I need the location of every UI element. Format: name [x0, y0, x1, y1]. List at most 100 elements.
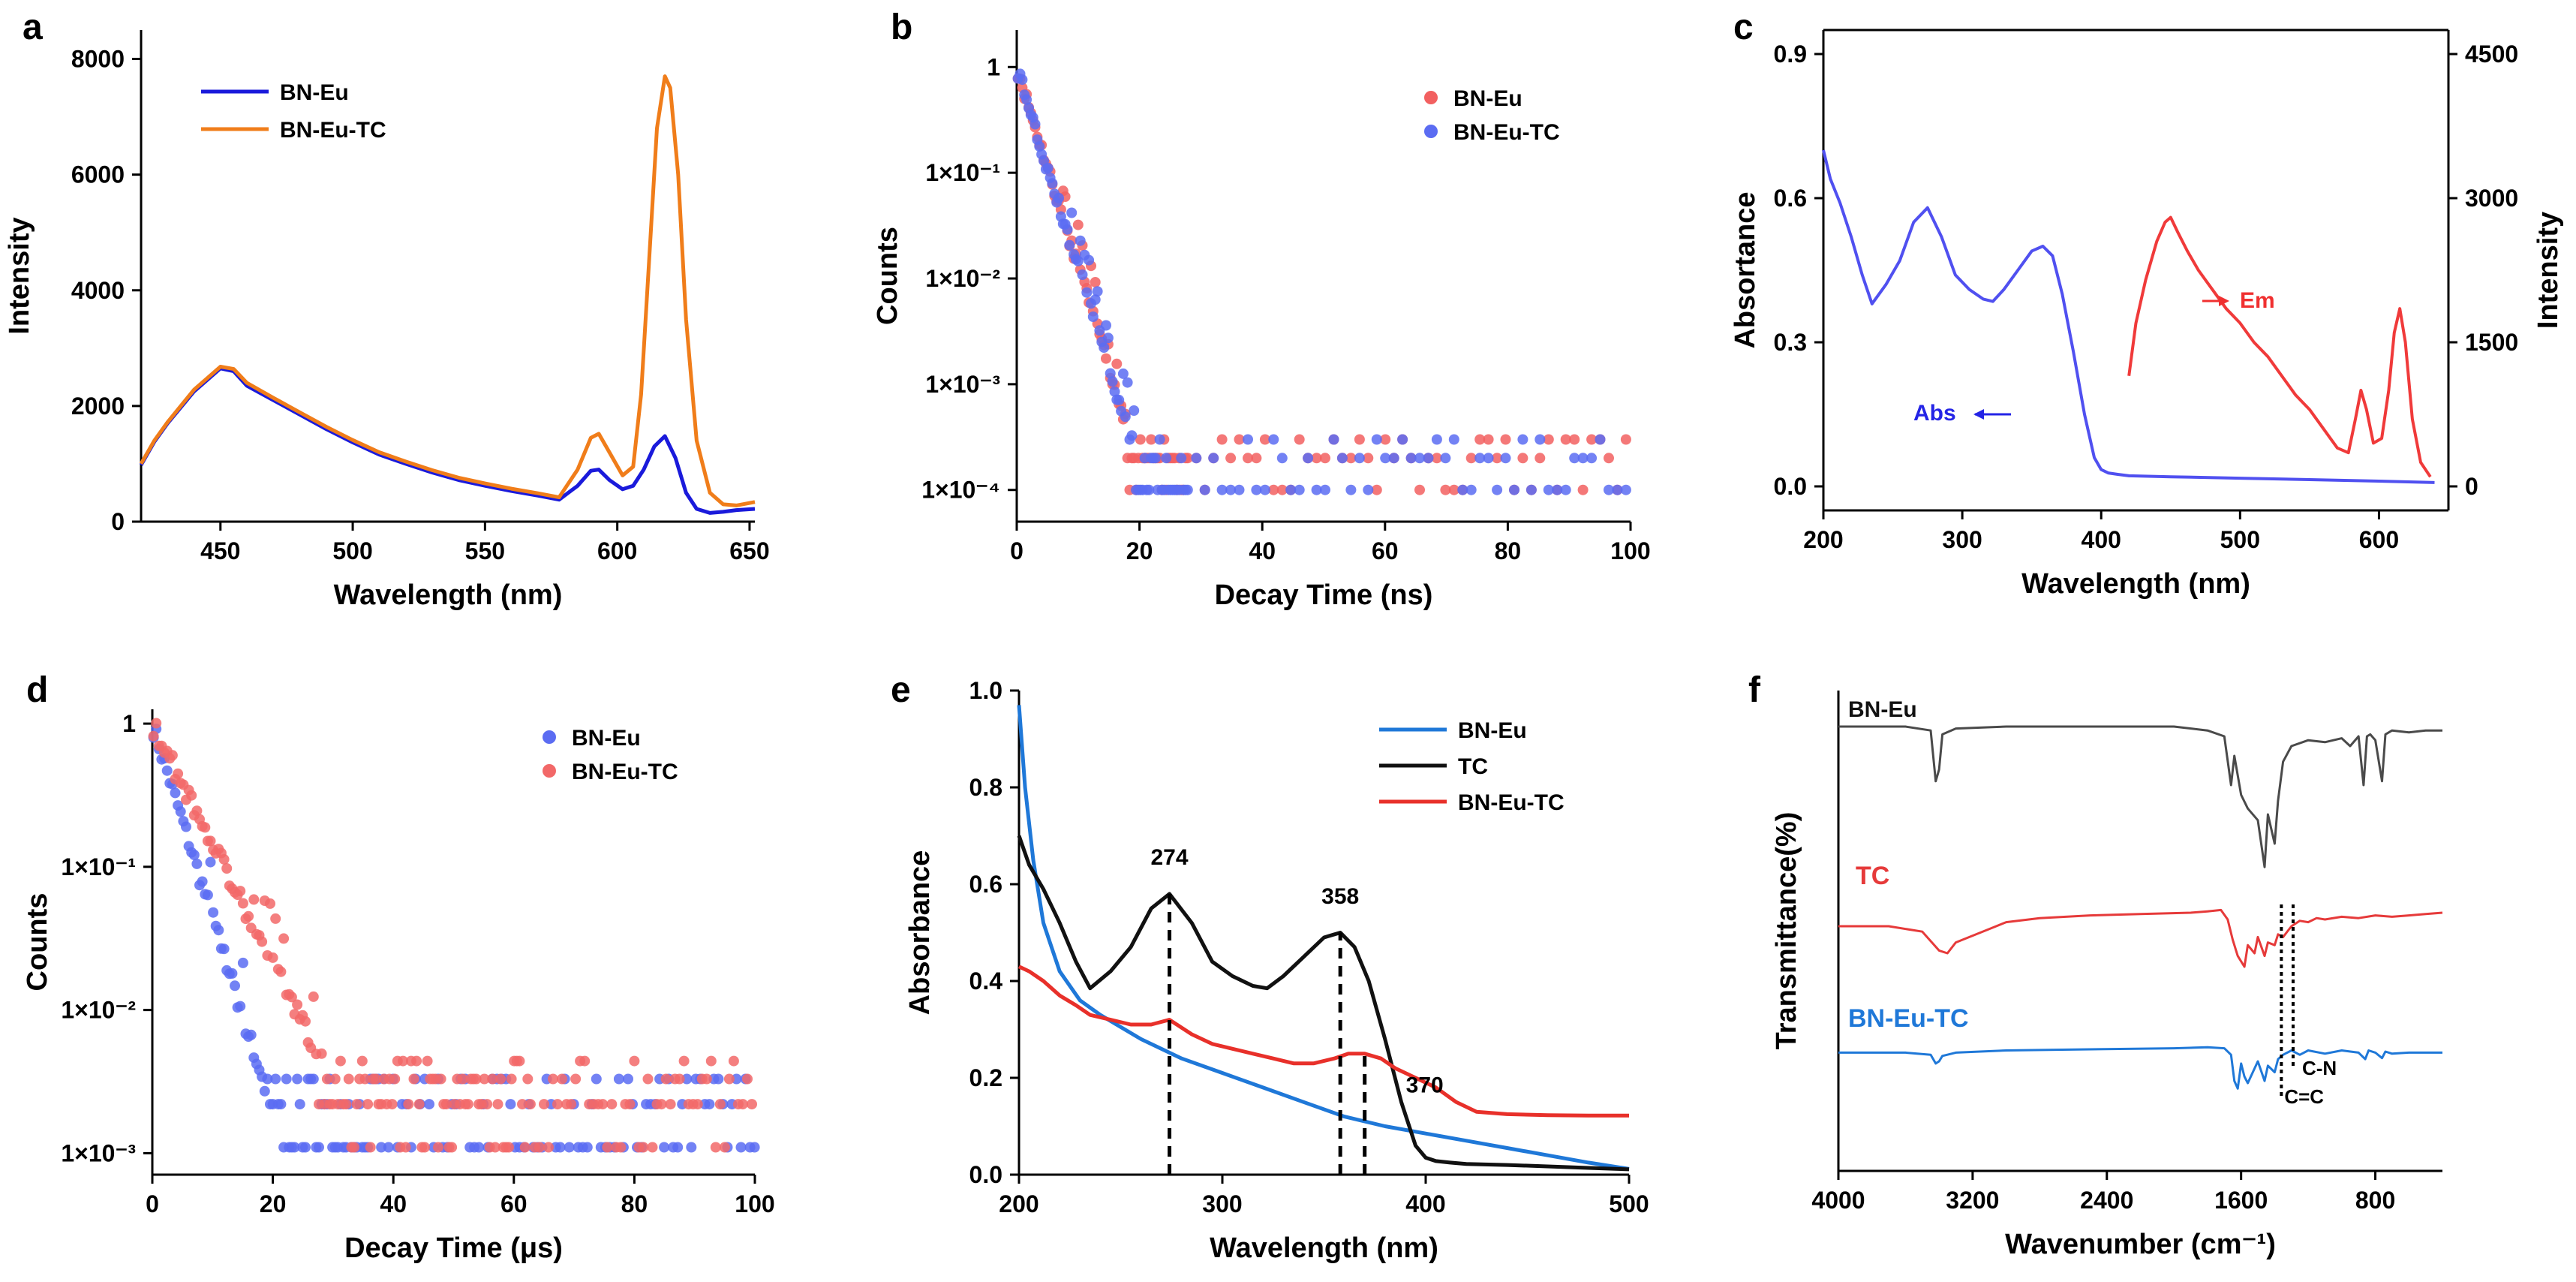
data-point [1354, 453, 1365, 464]
data-point [1525, 484, 1537, 495]
y2-tick-label: 0 [2465, 473, 2478, 500]
trace-label: TC [1856, 862, 1889, 890]
y-tick-label: 1×10⁻¹ [925, 159, 1000, 186]
data-point [230, 980, 240, 992]
em-arrow-head [2219, 296, 2229, 306]
y2-tick-label: 1500 [2465, 329, 2518, 356]
panel-f: f 4000 3200 2400 1600 800 Wavenumber (cm⁻¹) Tra… [1748, 670, 2443, 1260]
y-axis-label: Transmittance(%) [1771, 812, 1802, 1050]
data-point [435, 1073, 446, 1085]
data-point [462, 1099, 473, 1110]
data-point [1612, 484, 1623, 495]
legend-marker [1424, 125, 1438, 138]
data-point [1560, 434, 1571, 445]
y-tick-label: 1 [122, 710, 136, 737]
data-point [335, 1055, 346, 1067]
data-point [482, 1099, 493, 1110]
data-point [413, 1099, 425, 1110]
x-tick-label: 600 [2359, 526, 2399, 553]
data-point [1577, 453, 1589, 464]
y-tick-label: 0.6 [969, 871, 1002, 898]
series-line-BN-Eu [1838, 725, 2442, 868]
data-point [742, 1073, 753, 1085]
data-point [678, 1055, 690, 1067]
data-point [205, 835, 216, 847]
data-point [289, 1142, 300, 1153]
data-point [1176, 453, 1187, 464]
data-point [606, 1099, 618, 1110]
data-point [735, 1142, 747, 1153]
data-point [543, 1142, 554, 1153]
data-point [161, 765, 173, 776]
data-point [1328, 434, 1339, 445]
data-point [1064, 239, 1075, 251]
x-tick-label: 450 [200, 537, 240, 564]
data-point [623, 1073, 633, 1085]
data-point [1569, 453, 1580, 464]
data-point [265, 898, 275, 909]
data-point [1517, 434, 1528, 445]
data-point [1294, 434, 1305, 445]
data-point [188, 850, 200, 860]
data-point [370, 1073, 381, 1085]
data-point [1294, 484, 1305, 495]
series-line-TC [1017, 835, 1630, 1172]
data-point [1311, 453, 1322, 464]
data-point [1259, 434, 1270, 445]
data-point [487, 1073, 498, 1085]
y-tick-label: 1×10⁻³ [61, 1139, 136, 1166]
data-point [262, 1073, 273, 1085]
data-point [237, 957, 248, 968]
data-point [1021, 94, 1033, 105]
panel-letter: d [26, 670, 48, 710]
x-tick-label: 80 [1495, 537, 1522, 564]
data-point [659, 1142, 670, 1153]
x-axis-label: Decay Time (μs) [344, 1232, 563, 1264]
data-point [243, 910, 254, 922]
data-point [1120, 411, 1131, 423]
data-point [316, 1048, 327, 1059]
data-point [1251, 453, 1262, 464]
data-point [479, 1073, 490, 1085]
data-point [713, 1073, 724, 1085]
legend-label: BN-Eu [1458, 718, 1527, 743]
data-point [245, 1029, 257, 1040]
data-point [566, 1099, 577, 1110]
x-tick-label: 100 [1610, 537, 1650, 564]
data-point [1465, 453, 1477, 464]
data-point [1090, 277, 1101, 287]
y-tick-label: 1 [987, 53, 1000, 80]
y-tick-label: 1×10⁻³ [925, 371, 1000, 398]
data-point [597, 1099, 609, 1110]
data-point [1552, 484, 1563, 495]
data-point [235, 1001, 246, 1012]
data-point [321, 1073, 332, 1085]
peak-label: 274 [1151, 845, 1189, 870]
data-point [1092, 286, 1103, 297]
data-point [1474, 434, 1486, 445]
data-point [221, 863, 233, 874]
data-point [749, 1142, 760, 1153]
data-point [1117, 368, 1129, 379]
series-line-BN-Eu-TC [1017, 965, 1629, 1118]
data-point [615, 1142, 627, 1153]
data-point [446, 1142, 458, 1153]
panel-c: c 200 300 400 500 600 Wavelength (nm) 0.0 0.3 0.6… [1730, 8, 2564, 600]
y-axis-label: Absorbance [904, 850, 936, 1016]
x-tick-label: 550 [465, 537, 505, 564]
data-point [1191, 453, 1202, 464]
data-point [1371, 434, 1382, 445]
y-tick-label: 6000 [71, 161, 125, 188]
data-point [1135, 434, 1146, 445]
legend-marker [543, 764, 556, 778]
data-point [1440, 453, 1451, 464]
x-tick-label: 300 [1202, 1190, 1242, 1217]
x-axis-label: Wavelength (nm) [2021, 568, 2250, 600]
data-point [1054, 192, 1064, 203]
data-point [1090, 294, 1101, 305]
data-point [1604, 484, 1614, 495]
y-tick-label: 2000 [71, 393, 125, 420]
data-point [1216, 434, 1228, 445]
data-point [705, 1055, 717, 1067]
data-point [686, 1142, 697, 1153]
